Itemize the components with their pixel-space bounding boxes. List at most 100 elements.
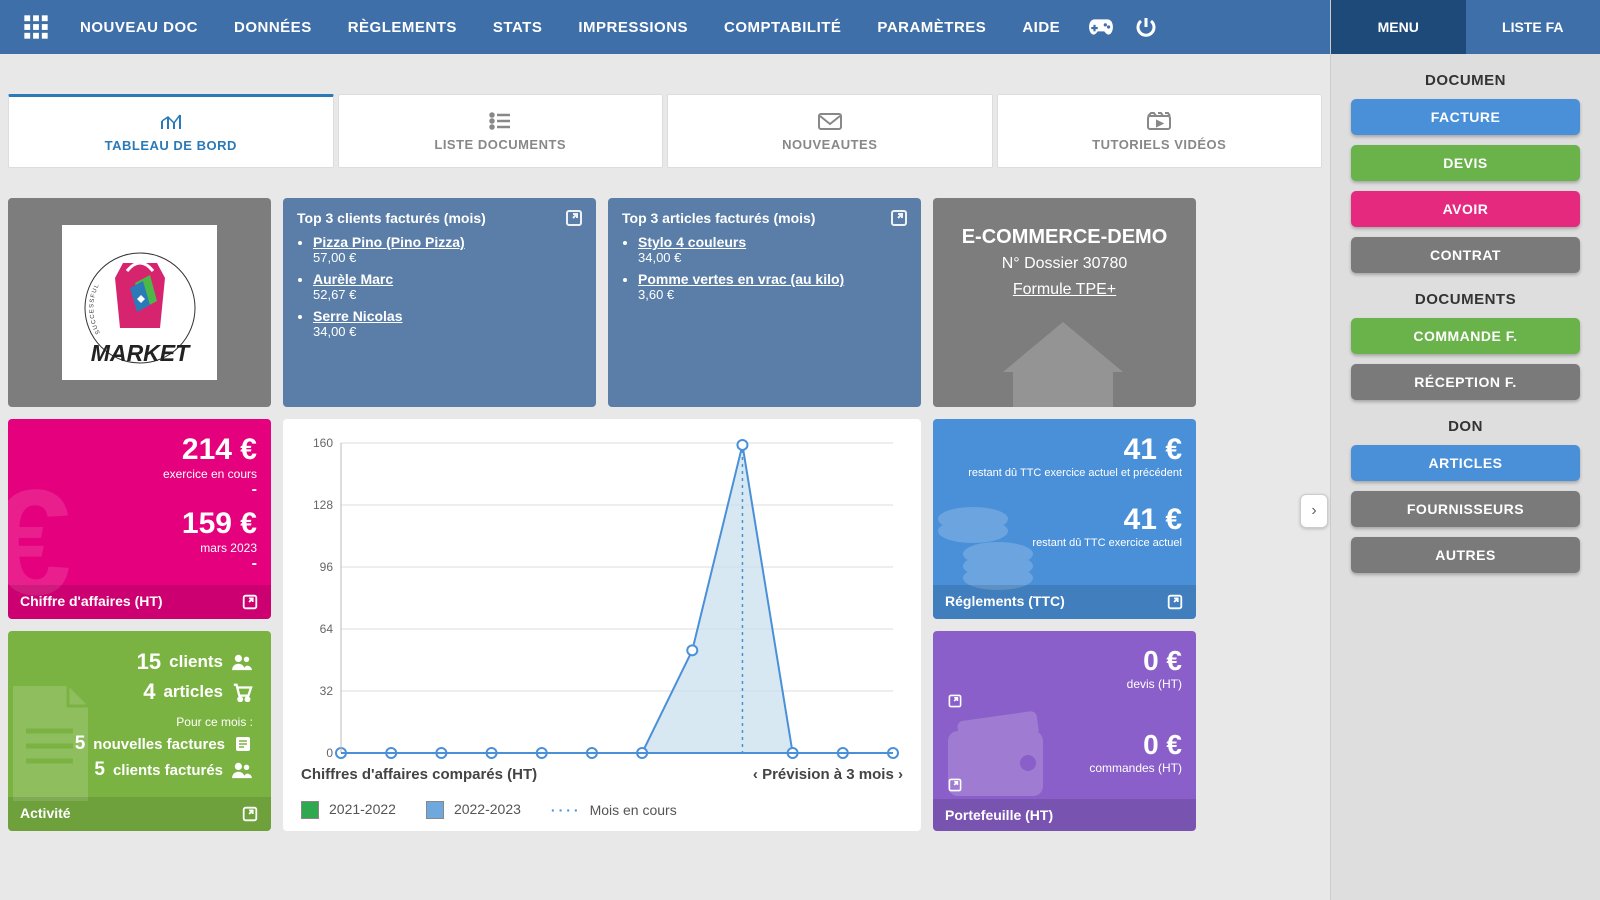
tab-tutoriels[interactable]: TUTORIELS VIDÉOS [997,94,1323,168]
expand-icon[interactable] [889,208,909,228]
tab-nouveautes[interactable]: NOUVEAUTES [667,94,993,168]
right-panel: MENU LISTE FA DOCUMEN FACTURE DEVIS AVOIR C… [1330,0,1600,900]
item-link[interactable]: Serre Nicolas [313,308,403,324]
item-amount: 57,00 € [313,250,578,265]
coins-icon [933,489,1053,599]
right-section-title-2: DOCUMENTS [1331,273,1600,318]
legend-item: 2022-2023 [454,801,521,817]
tab-documents[interactable]: LISTE DOCUMENTS [338,94,664,168]
tab-label: LISTE DOCUMENTS [434,137,566,152]
tab-label: TUTORIELS VIDÉOS [1092,137,1226,152]
dossier-title: E-COMMERCE-DEMO [933,226,1196,249]
list-item: Pizza Pino (Pino Pizza)57,00 € [313,234,578,265]
expand-icon[interactable] [1166,593,1184,611]
expand-icon[interactable] [564,208,584,228]
panel-collapse-handle[interactable]: › [1300,494,1328,528]
chart-title-right[interactable]: ‹ Prévision à 3 mois › [753,766,903,783]
list-item: Aurèle Marc52,67 € [313,271,578,302]
chart-legend: 2021-2022 2022-2023 ····Mois en cours [301,801,677,819]
logo-card: MARKET SUCCESSFUL PURCHASE [8,198,271,407]
right-button[interactable]: FOURNISSEURS [1351,491,1580,527]
people-icon [231,653,253,671]
card-title: Top 3 clients facturés (mois) [283,198,596,234]
articles-count: 4 [143,679,155,705]
people-icon [231,761,253,779]
top-articles-card: Top 3 articles facturés (mois) Stylo 4 c… [608,198,921,407]
chart-title-left: Chiffres d'affaires comparés (HT) [301,766,537,783]
item-amount: 34,00 € [638,250,903,265]
right-button[interactable]: CONTRAT [1351,237,1580,273]
power-icon[interactable] [1124,15,1168,39]
port-value-1: 0 € [947,645,1182,677]
main-content: TABLEAU DE BORD LISTE DOCUMENTS NOUVEAUT… [0,54,1330,843]
formule-link[interactable]: Formule TPE+ [1013,281,1116,299]
nav-nouveau-doc[interactable]: NOUVEAU DOC [62,19,216,36]
right-section-title-1: DOCUMEN [1331,54,1600,99]
right-button[interactable]: COMMANDE F. [1351,318,1580,354]
item-link[interactable]: Pomme vertes en vrac (au kilo) [638,271,844,287]
list-icon [488,111,512,131]
clients-label: clients [169,652,223,672]
right-tab-liste[interactable]: LISTE FA [1466,0,1600,54]
legend-item: 2021-2022 [329,801,396,817]
item-link[interactable]: Stylo 4 couleurs [638,234,746,250]
video-icon [1146,111,1172,131]
clients-count: 15 [137,649,161,675]
nav-impressions[interactable]: IMPRESSIONS [560,19,706,36]
item-amount: 52,67 € [313,287,578,302]
nav-aide[interactable]: AIDE [1004,19,1078,36]
nav-parametres[interactable]: PARAMÈTRES [859,19,1004,36]
activite-card[interactable]: 15 clients 4 articles Pour ce mois : 5 n… [8,631,271,831]
invoice-icon [233,735,253,753]
portefeuille-card[interactable]: 0 € devis (HT) 0 € commandes (HT) Portef… [933,631,1196,831]
revenue-chart-card: 0326496128160 Chiffres d'affaires compar… [283,419,921,831]
logo-image: MARKET SUCCESSFUL PURCHASE [62,225,217,380]
list-item: Pomme vertes en vrac (au kilo)3,60 € [638,271,903,302]
section-tabs: TABLEAU DE BORD LISTE DOCUMENTS NOUVEAUT… [8,94,1322,168]
item-link[interactable]: Pizza Pino (Pino Pizza) [313,234,465,250]
svg-text:32: 32 [320,684,334,698]
expand-icon[interactable] [241,593,259,611]
item-amount: 34,00 € [313,324,578,339]
right-button[interactable]: DEVIS [1351,145,1580,181]
forecast-label: Prévision à 3 mois [762,766,894,783]
right-button[interactable]: FACTURE [1351,99,1580,135]
item-link[interactable]: Aurèle Marc [313,271,393,287]
card-title: Top 3 articles facturés (mois) [608,198,921,234]
right-tab-menu[interactable]: MENU [1331,0,1466,54]
nav-donnees[interactable]: DONNÉES [216,19,330,36]
legend-item: Mois en cours [590,802,677,818]
line-chart: 0326496128160 [301,433,903,763]
svg-text:MARKET: MARKET [90,340,190,366]
item-amount: 3,60 € [638,287,903,302]
svg-text:64: 64 [320,622,334,636]
reg-value-1: 41 € [947,433,1182,467]
wallet-icon [933,701,1073,811]
list-item: Stylo 4 couleurs34,00 € [638,234,903,265]
articles-label: articles [163,682,223,702]
reglements-card[interactable]: 41 € restant dû TTC exercice actuel et p… [933,419,1196,619]
nav-comptabilite[interactable]: COMPTABILITÉ [706,19,859,36]
nav-stats[interactable]: STATS [475,19,560,36]
port-label-1: devis (HT) [947,677,1182,691]
top-clients-card: Top 3 clients facturés (mois) Pizza Pino… [283,198,596,407]
apps-grid-icon[interactable] [22,13,50,41]
right-button[interactable]: ARTICLES [1351,445,1580,481]
svg-text:128: 128 [313,498,333,512]
dossier-number: N° Dossier 30780 [933,255,1196,273]
document-icon [8,681,108,811]
right-section-title-3: DON [1331,400,1600,445]
svg-text:160: 160 [313,436,333,450]
chiffre-affaires-card[interactable]: € 214 € exercice en cours - 159 € mars 2… [8,419,271,619]
right-button[interactable]: AUTRES [1351,537,1580,573]
mail-icon [817,111,843,131]
list-item: Serre Nicolas34,00 € [313,308,578,339]
nav-reglements[interactable]: RÈGLEMENTS [330,19,475,36]
gamepad-icon[interactable] [1078,16,1124,38]
svg-text:96: 96 [320,560,334,574]
expand-icon[interactable] [241,805,259,823]
right-button[interactable]: AVOIR [1351,191,1580,227]
tab-dashboard[interactable]: TABLEAU DE BORD [8,94,334,168]
card-footer-label: Chiffre d'affaires (HT) [20,593,163,611]
right-button[interactable]: RÉCEPTION F. [1351,364,1580,400]
